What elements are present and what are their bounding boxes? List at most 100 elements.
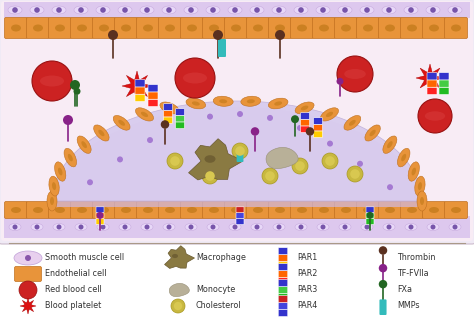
FancyBboxPatch shape — [313, 131, 322, 137]
FancyBboxPatch shape — [148, 85, 158, 92]
FancyBboxPatch shape — [175, 122, 184, 128]
Ellipse shape — [52, 182, 56, 190]
FancyBboxPatch shape — [164, 117, 173, 124]
FancyBboxPatch shape — [427, 73, 437, 80]
Ellipse shape — [247, 99, 255, 103]
Ellipse shape — [251, 223, 263, 230]
Ellipse shape — [231, 207, 241, 213]
Ellipse shape — [50, 197, 54, 205]
Ellipse shape — [11, 25, 21, 32]
Circle shape — [19, 281, 37, 299]
Circle shape — [275, 30, 285, 40]
Ellipse shape — [429, 207, 439, 213]
Circle shape — [295, 161, 305, 171]
Circle shape — [35, 224, 39, 229]
Circle shape — [291, 115, 299, 123]
Circle shape — [365, 224, 370, 229]
Circle shape — [161, 120, 169, 129]
Ellipse shape — [338, 6, 352, 14]
FancyBboxPatch shape — [158, 17, 182, 39]
Circle shape — [267, 115, 273, 121]
Ellipse shape — [55, 207, 65, 213]
Circle shape — [207, 114, 213, 120]
FancyBboxPatch shape — [135, 87, 145, 94]
FancyBboxPatch shape — [148, 99, 158, 107]
Ellipse shape — [184, 6, 198, 14]
Ellipse shape — [30, 6, 44, 14]
FancyBboxPatch shape — [366, 219, 374, 224]
Ellipse shape — [274, 101, 282, 106]
Ellipse shape — [363, 25, 373, 32]
Circle shape — [251, 127, 259, 136]
Ellipse shape — [385, 25, 395, 32]
FancyBboxPatch shape — [92, 17, 116, 39]
FancyBboxPatch shape — [115, 202, 137, 218]
FancyBboxPatch shape — [27, 202, 49, 218]
FancyBboxPatch shape — [115, 17, 137, 39]
Ellipse shape — [275, 207, 285, 213]
FancyBboxPatch shape — [379, 202, 401, 218]
Ellipse shape — [160, 102, 179, 114]
Ellipse shape — [206, 6, 220, 14]
Text: TF-FVIIa: TF-FVIIa — [397, 269, 428, 279]
FancyBboxPatch shape — [439, 80, 449, 87]
Circle shape — [276, 7, 282, 13]
Ellipse shape — [250, 6, 264, 14]
FancyBboxPatch shape — [27, 17, 49, 39]
Ellipse shape — [370, 130, 376, 136]
Ellipse shape — [219, 99, 227, 103]
Circle shape — [379, 264, 387, 272]
Ellipse shape — [75, 223, 87, 230]
Circle shape — [379, 246, 387, 255]
Ellipse shape — [185, 223, 197, 230]
FancyBboxPatch shape — [313, 118, 322, 124]
Circle shape — [177, 123, 183, 128]
Ellipse shape — [360, 6, 374, 14]
Ellipse shape — [209, 207, 219, 213]
FancyBboxPatch shape — [278, 294, 288, 300]
Polygon shape — [416, 64, 444, 92]
Ellipse shape — [385, 207, 395, 213]
Circle shape — [213, 30, 223, 40]
Circle shape — [430, 224, 436, 229]
Ellipse shape — [404, 6, 418, 14]
FancyBboxPatch shape — [278, 264, 288, 270]
Ellipse shape — [341, 25, 351, 32]
Text: PAR4: PAR4 — [297, 301, 317, 310]
Circle shape — [379, 280, 387, 288]
FancyBboxPatch shape — [175, 115, 184, 122]
Circle shape — [171, 299, 185, 313]
Ellipse shape — [77, 25, 87, 32]
FancyBboxPatch shape — [1, 1, 473, 241]
Circle shape — [387, 184, 393, 190]
Ellipse shape — [207, 223, 219, 230]
Ellipse shape — [192, 101, 200, 106]
Circle shape — [63, 115, 73, 125]
Ellipse shape — [420, 197, 424, 205]
Ellipse shape — [8, 6, 22, 14]
Ellipse shape — [426, 6, 440, 14]
FancyBboxPatch shape — [246, 17, 270, 39]
FancyBboxPatch shape — [218, 39, 226, 57]
Polygon shape — [52, 101, 422, 201]
Ellipse shape — [11, 207, 21, 213]
Ellipse shape — [397, 149, 410, 167]
Circle shape — [366, 212, 374, 219]
FancyBboxPatch shape — [278, 261, 288, 268]
FancyBboxPatch shape — [291, 202, 313, 218]
Circle shape — [205, 171, 215, 181]
Circle shape — [12, 7, 18, 13]
Circle shape — [299, 224, 303, 229]
Ellipse shape — [33, 207, 43, 213]
FancyBboxPatch shape — [135, 80, 145, 87]
Text: MMPs: MMPs — [397, 301, 419, 310]
FancyBboxPatch shape — [278, 278, 288, 285]
Ellipse shape — [339, 223, 351, 230]
FancyBboxPatch shape — [236, 213, 244, 219]
FancyBboxPatch shape — [4, 202, 27, 218]
FancyBboxPatch shape — [301, 126, 310, 132]
Ellipse shape — [68, 154, 73, 161]
Ellipse shape — [408, 162, 419, 181]
FancyBboxPatch shape — [427, 87, 437, 94]
FancyBboxPatch shape — [96, 207, 104, 213]
